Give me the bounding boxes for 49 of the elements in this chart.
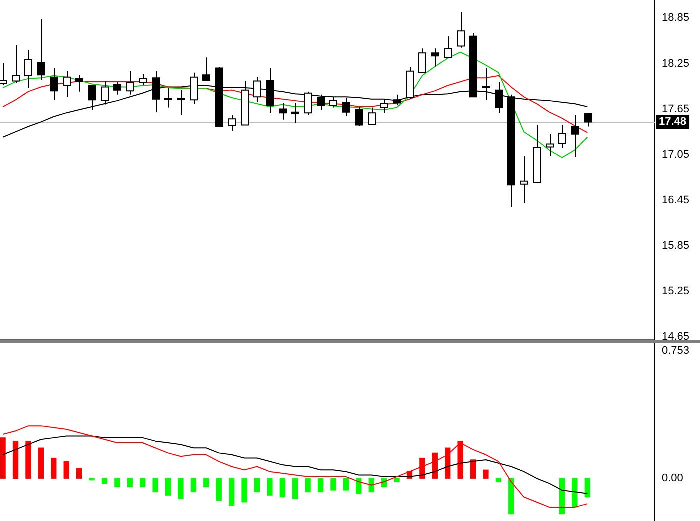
bar bbox=[26, 440, 32, 479]
bar bbox=[330, 478, 336, 491]
y-tick-label: 0.00 bbox=[662, 472, 684, 485]
bar bbox=[89, 478, 95, 481]
y-tick-label: 15.85 bbox=[662, 240, 690, 252]
y-tick-label: 18.85 bbox=[662, 12, 690, 24]
bar bbox=[572, 478, 578, 508]
bar bbox=[343, 478, 350, 491]
bar bbox=[254, 478, 260, 493]
bar bbox=[165, 478, 172, 496]
y-tick-label: 15.25 bbox=[662, 285, 690, 298]
bar bbox=[305, 478, 311, 493]
bar bbox=[64, 461, 70, 479]
bar bbox=[127, 478, 133, 488]
bar bbox=[114, 478, 120, 488]
bar bbox=[0, 438, 6, 479]
bar bbox=[51, 458, 57, 479]
y-tick-label: 18.25 bbox=[662, 58, 690, 70]
bar bbox=[470, 460, 476, 479]
bar bbox=[267, 478, 273, 496]
bar bbox=[140, 478, 146, 488]
bar bbox=[420, 458, 426, 479]
bar bbox=[102, 478, 108, 484]
bar bbox=[496, 478, 502, 482]
bar bbox=[394, 478, 400, 482]
bar bbox=[318, 478, 324, 493]
bar bbox=[559, 478, 566, 515]
bar bbox=[242, 478, 248, 503]
bar bbox=[483, 470, 489, 479]
bar bbox=[76, 468, 82, 479]
bar bbox=[216, 478, 222, 501]
bar bbox=[152, 478, 158, 493]
bar bbox=[584, 478, 590, 498]
bar bbox=[38, 448, 44, 479]
bar bbox=[508, 478, 514, 515]
bar bbox=[12, 440, 19, 479]
y-tick-label: 16.45 bbox=[662, 194, 690, 206]
bar bbox=[280, 478, 286, 498]
ref-line-label: 17.48 bbox=[659, 116, 687, 128]
y-tick-label: 17.65 bbox=[662, 103, 690, 116]
bar bbox=[292, 478, 298, 500]
bar bbox=[458, 440, 464, 479]
bar bbox=[204, 478, 210, 488]
bar bbox=[178, 478, 184, 500]
bar bbox=[228, 478, 235, 506]
y-tick-label: 0.753 bbox=[662, 345, 690, 357]
bar bbox=[190, 478, 197, 493]
y-tick-label: 17.05 bbox=[662, 148, 690, 161]
y-tick-label: 14.65 bbox=[662, 330, 690, 343]
